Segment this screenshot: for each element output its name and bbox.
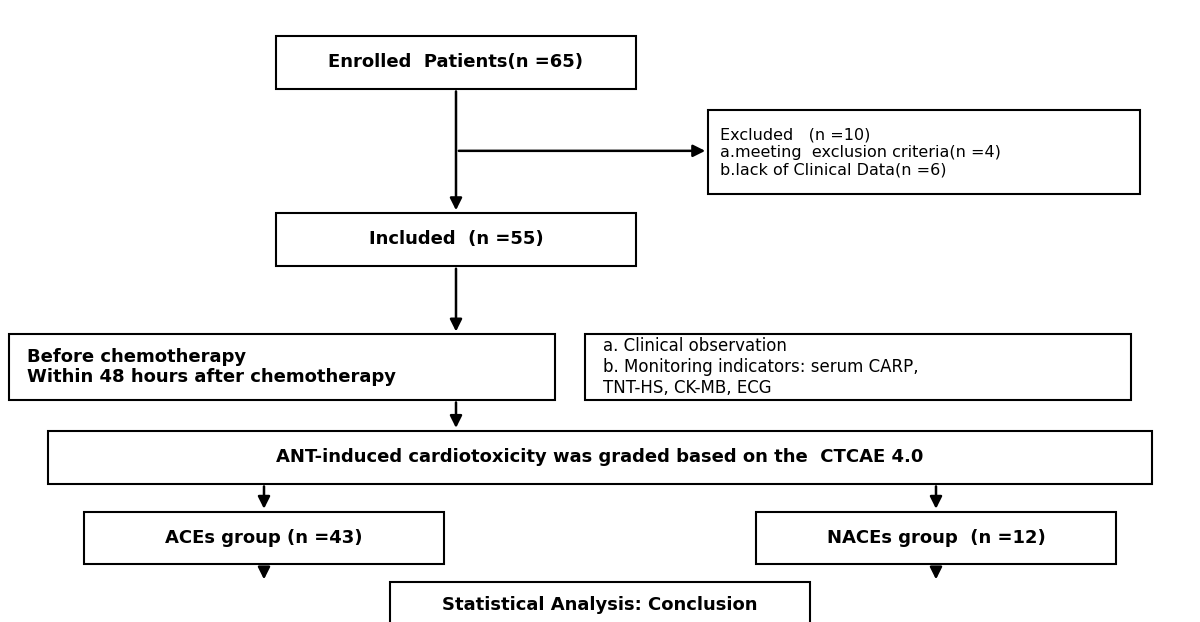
- FancyBboxPatch shape: [84, 511, 444, 565]
- FancyBboxPatch shape: [390, 582, 810, 622]
- FancyBboxPatch shape: [708, 111, 1140, 194]
- FancyBboxPatch shape: [276, 213, 636, 266]
- Text: ANT-induced cardiotoxicity was graded based on the  CTCAE 4.0: ANT-induced cardiotoxicity was graded ba…: [276, 448, 924, 466]
- FancyBboxPatch shape: [584, 335, 1130, 400]
- Text: Before chemotherapy
Within 48 hours after chemotherapy: Before chemotherapy Within 48 hours afte…: [26, 348, 396, 386]
- Text: Enrolled  Patients(n =65): Enrolled Patients(n =65): [329, 53, 583, 71]
- Text: Excluded   (n =10)
a.meeting  exclusion criteria(n =4)
b.lack of Clinical Data(n: Excluded (n =10) a.meeting exclusion cri…: [720, 128, 1001, 177]
- FancyBboxPatch shape: [8, 335, 554, 400]
- FancyBboxPatch shape: [276, 35, 636, 88]
- FancyBboxPatch shape: [756, 511, 1116, 565]
- Text: ACEs group (n =43): ACEs group (n =43): [166, 529, 362, 547]
- Text: Statistical Analysis: Conclusion: Statistical Analysis: Conclusion: [443, 596, 757, 613]
- FancyBboxPatch shape: [48, 430, 1152, 484]
- Text: a. Clinical observation
b. Monitoring indicators: serum CARP,
TNT-HS, CK-MB, ECG: a. Clinical observation b. Monitoring in…: [602, 337, 919, 397]
- Text: Included  (n =55): Included (n =55): [368, 231, 544, 248]
- Text: NACEs group  (n =12): NACEs group (n =12): [827, 529, 1045, 547]
